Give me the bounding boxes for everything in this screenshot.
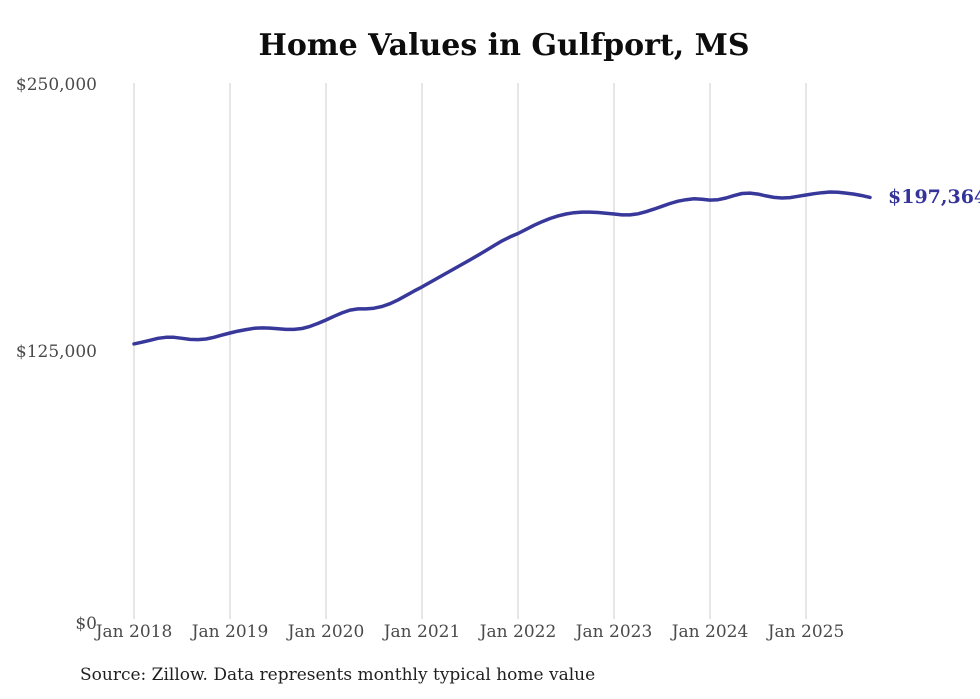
- source-note: Source: Zillow. Data represents monthly …: [80, 665, 596, 685]
- x-axis-tick-label: Jan 2018: [95, 622, 173, 642]
- x-axis-tick-label: Jan 2020: [287, 622, 365, 642]
- value-line: [132, 190, 872, 346]
- y-axis-tick-label: $125,000: [15, 342, 97, 362]
- x-axis-tick-label: Jan 2021: [383, 622, 461, 642]
- y-axis-tick-label: $0: [75, 614, 97, 634]
- x-axis-tick-label: Jan 2022: [479, 622, 557, 642]
- current-value-label: $197,364: [888, 186, 980, 209]
- x-axis-tick-label: Jan 2024: [671, 622, 749, 642]
- x-axis-tick-label: Jan 2023: [575, 622, 653, 642]
- chart-title: Home Values in Gulfport, MS: [258, 28, 750, 63]
- y-axis-tick-label: $250,000: [15, 75, 97, 95]
- x-axis-tick-label: Jan 2025: [767, 622, 845, 642]
- x-axis-tick-label: Jan 2019: [191, 622, 269, 642]
